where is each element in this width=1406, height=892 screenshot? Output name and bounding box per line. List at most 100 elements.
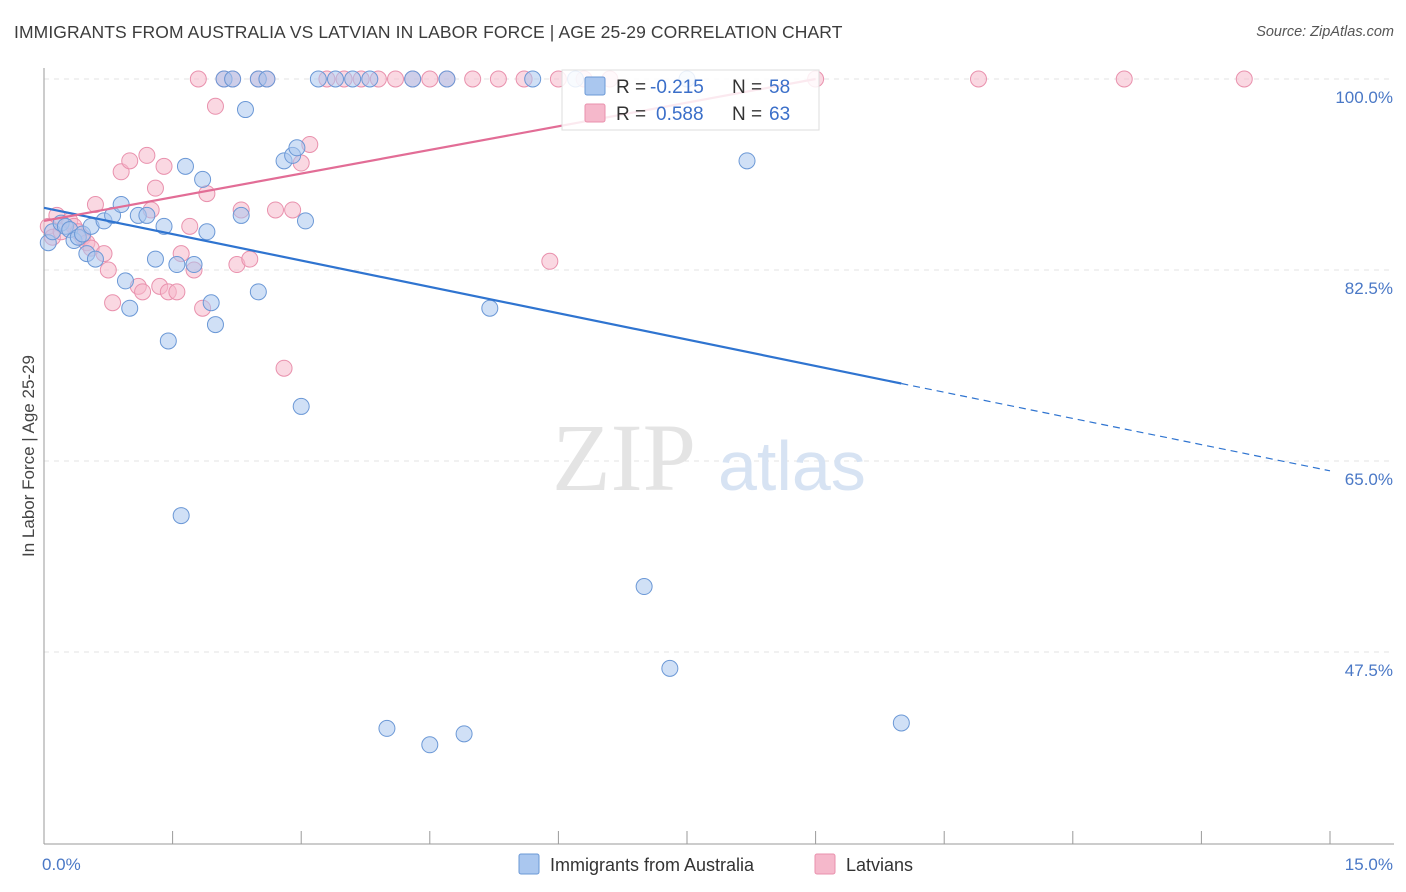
point-pink-31	[206, 97, 224, 115]
stats-r-label-blue: R =	[616, 77, 646, 98]
point-pink-26	[181, 217, 199, 235]
legend-item-australia[interactable]: Immigrants from Australia	[518, 853, 755, 875]
stats-r-label-pink: R =	[616, 104, 646, 125]
point-pink-39	[266, 201, 284, 219]
point-pink-62	[1235, 70, 1253, 88]
point-blue-32	[236, 101, 254, 119]
point-pink-30	[198, 185, 216, 203]
legend-swatch-australia	[518, 853, 540, 875]
point-blue-15	[121, 299, 139, 317]
stats-n-value-pink: 63	[769, 104, 790, 125]
point-blue-22	[172, 507, 190, 525]
point-pink-40	[275, 359, 293, 377]
point-blue-41	[309, 70, 327, 88]
stats-r-value-pink: 0.588	[656, 104, 704, 125]
grid-layer	[44, 78, 1394, 653]
stats-n-label-blue: N =	[732, 77, 762, 98]
point-blue-21	[168, 256, 186, 274]
point-blue-56	[738, 152, 756, 170]
point-pink-50	[421, 70, 439, 88]
point-pink-53	[489, 70, 507, 88]
stats-box: R = -0.215 N = 58 R = 0.588 N = 63	[561, 69, 820, 131]
stats-swatch-blue	[584, 76, 606, 96]
point-pink-52	[464, 70, 482, 88]
trend-line-blue	[43, 206, 902, 385]
point-blue-42	[326, 70, 344, 88]
point-pink-36	[241, 250, 259, 268]
point-pink-24	[168, 283, 186, 301]
stats-n-value-blue: 58	[769, 77, 790, 98]
x-tick-marks	[43, 831, 1331, 844]
watermark-atlas: atlas	[718, 427, 866, 505]
y-tick-labels: 100.0% 82.5% 65.0% 47.5%	[1335, 88, 1393, 680]
point-blue-35	[258, 70, 276, 88]
point-blue-18	[146, 250, 164, 268]
point-blue-14	[116, 272, 134, 290]
point-blue-25	[194, 170, 212, 188]
watermark-zip: ZIP	[552, 404, 696, 511]
stats-n-label-pink: N =	[732, 104, 762, 125]
x-tick-label-0: 0.0%	[42, 855, 81, 874]
watermark: ZIP atlas	[552, 404, 866, 511]
point-pink-17	[134, 283, 152, 301]
legend: Immigrants from Australia Latvians	[518, 853, 913, 875]
point-blue-17	[138, 206, 156, 224]
y-tick-label-3: 47.5%	[1345, 661, 1393, 680]
stats-swatch-pink	[584, 103, 606, 123]
point-blue-13	[112, 196, 130, 214]
point-blue-57	[892, 714, 910, 732]
point-blue-50	[481, 299, 499, 317]
point-blue-45	[378, 719, 396, 737]
series-australia-points	[39, 70, 910, 754]
point-pink-41	[284, 201, 302, 219]
point-blue-51	[524, 70, 542, 88]
point-blue-27	[202, 294, 220, 312]
point-blue-48	[438, 70, 456, 88]
point-blue-10	[86, 250, 104, 268]
point-blue-19	[155, 217, 173, 235]
legend-label-latvians: Latvians	[846, 855, 913, 875]
chart-source: Source: ZipAtlas.com	[1256, 24, 1394, 40]
point-pink-61	[1115, 70, 1133, 88]
x-tick-label-1: 15.0%	[1345, 855, 1393, 874]
point-blue-24	[185, 256, 203, 274]
point-blue-54	[661, 659, 679, 677]
point-blue-39	[292, 397, 310, 415]
point-blue-40	[296, 212, 314, 230]
trend-line-blue-extension	[901, 382, 1331, 472]
point-blue-49	[455, 725, 473, 743]
point-pink-13	[104, 294, 122, 312]
point-blue-31	[232, 206, 250, 224]
point-blue-23	[176, 157, 194, 175]
point-pink-22	[155, 157, 173, 175]
y-axis-label: In Labor Force | Age 25-29	[19, 355, 38, 557]
chart-title: IMMIGRANTS FROM AUSTRALIA VS LATVIAN IN …	[14, 22, 843, 42]
point-blue-34	[249, 283, 267, 301]
point-blue-20	[159, 332, 177, 350]
point-pink-15	[121, 152, 139, 170]
stats-r-value-blue: -0.215	[650, 77, 704, 98]
legend-swatch-latvians	[814, 853, 836, 875]
point-pink-28	[189, 70, 207, 88]
point-blue-26	[198, 223, 216, 241]
legend-label-australia: Immigrants from Australia	[550, 855, 755, 875]
point-blue-43	[344, 70, 362, 88]
point-pink-48	[387, 70, 405, 88]
point-blue-28	[206, 316, 224, 334]
point-blue-53	[635, 578, 653, 596]
x-tick-labels: 0.0% 15.0%	[42, 855, 1393, 874]
point-blue-30	[224, 70, 242, 88]
y-tick-label-0: 100.0%	[1335, 88, 1393, 107]
point-blue-38	[288, 139, 306, 157]
point-pink-12	[99, 261, 117, 279]
y-tick-label-1: 82.5%	[1345, 279, 1393, 298]
y-tick-label-2: 65.0%	[1345, 470, 1393, 489]
point-blue-47	[421, 736, 439, 754]
axes-layer	[43, 68, 1394, 845]
legend-item-latvians[interactable]: Latvians	[814, 853, 913, 875]
point-blue-44	[361, 70, 379, 88]
point-pink-18	[138, 146, 156, 164]
point-blue-46	[404, 70, 422, 88]
point-pink-20	[146, 179, 164, 197]
